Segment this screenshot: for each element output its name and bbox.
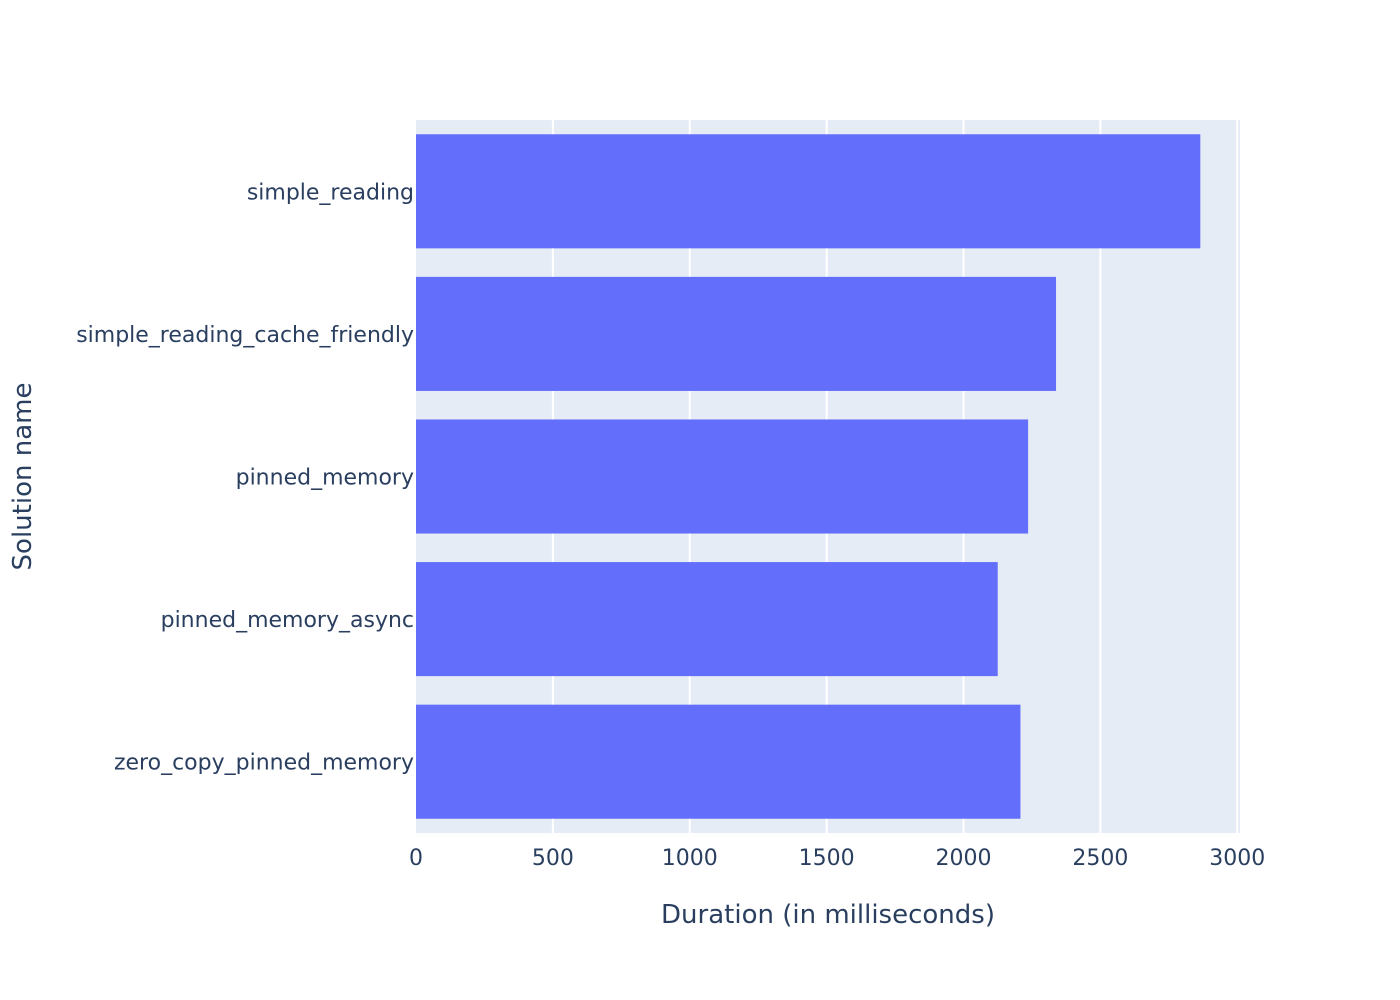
x-tick-label: 2500: [1072, 846, 1128, 871]
y-tick-label: zero_copy_pinned_memory: [114, 751, 414, 776]
x-tick-label: 500: [532, 846, 574, 871]
y-tick-label: simple_reading_cache_friendly: [76, 323, 414, 348]
x-tick-labels: 0 500 1000 1500 2000 2500 3000: [409, 846, 1265, 871]
bar-simple-reading-cache-friendly[interactable]: [416, 276, 1057, 391]
x-tick-label: 2000: [936, 846, 992, 871]
y-axis-title: Solution name: [8, 383, 38, 571]
bar-pinned-memory[interactable]: [416, 419, 1029, 534]
x-tick-label: 1000: [662, 846, 718, 871]
x-tick-label: 3000: [1209, 846, 1265, 871]
y-tick-label: pinned_memory_async: [161, 608, 414, 633]
y-tick-label: pinned_memory: [236, 466, 414, 491]
x-tick-label: 0: [409, 846, 423, 871]
bar-pinned-memory-async[interactable]: [416, 562, 998, 677]
bar-zero-copy-pinned-memory[interactable]: [416, 704, 1021, 819]
y-tick-labels: simple_reading simple_reading_cache_frien…: [76, 180, 414, 775]
x-axis-title: Duration (in milliseconds): [661, 900, 995, 930]
x-tick-label: 1500: [799, 846, 855, 871]
y-tick-label: simple_reading: [247, 180, 414, 205]
bars: [416, 134, 1201, 819]
bar-simple-reading[interactable]: [416, 134, 1201, 249]
